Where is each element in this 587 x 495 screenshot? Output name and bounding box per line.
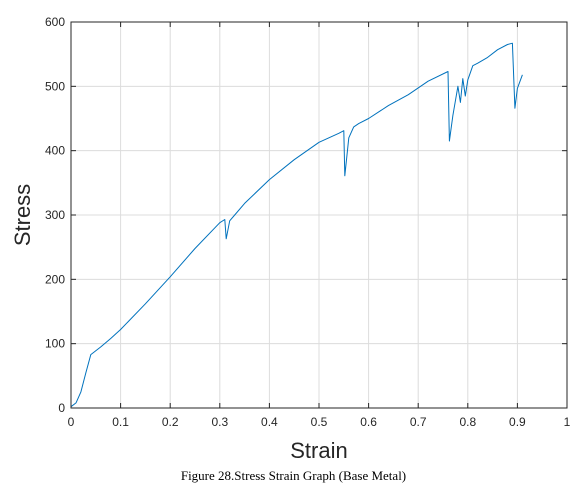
x-tick-label: 0.5 xyxy=(311,415,328,429)
chart-canvas: 0 0.1 0.2 0.3 0.4 0.5 0.6 0.7 0.8 0.9 1 0 100 200 300 4… xyxy=(10,15,571,463)
x-axis-title: Strain xyxy=(290,438,347,463)
y-tick-label: 400 xyxy=(45,144,65,158)
y-tick-label: 500 xyxy=(45,79,65,93)
y-tick-label: 300 xyxy=(45,208,65,222)
x-tick-label: 0.7 xyxy=(410,415,427,429)
y-tick-label: 200 xyxy=(45,272,65,286)
y-tick-label: 600 xyxy=(45,15,65,29)
x-tick-label: 0 xyxy=(68,415,75,429)
x-tick-label: 0.3 xyxy=(211,415,228,429)
y-tick-label: 0 xyxy=(58,401,65,415)
x-tick-label: 1 xyxy=(564,415,571,429)
y-axis-title: Stress xyxy=(10,184,35,246)
y-tick-label: 100 xyxy=(45,337,65,351)
series-line xyxy=(70,42,523,408)
x-tick-label: 0.6 xyxy=(360,415,377,429)
x-tick-label: 0.2 xyxy=(162,415,179,429)
x-tick-label: 0.4 xyxy=(261,415,278,429)
x-tick-label: 0.8 xyxy=(459,415,476,429)
figure-caption: Figure 28.Stress Strain Graph (Base Meta… xyxy=(180,468,407,483)
x-tick-label: 0.9 xyxy=(509,415,526,429)
x-tick-label: 0.1 xyxy=(112,415,129,429)
